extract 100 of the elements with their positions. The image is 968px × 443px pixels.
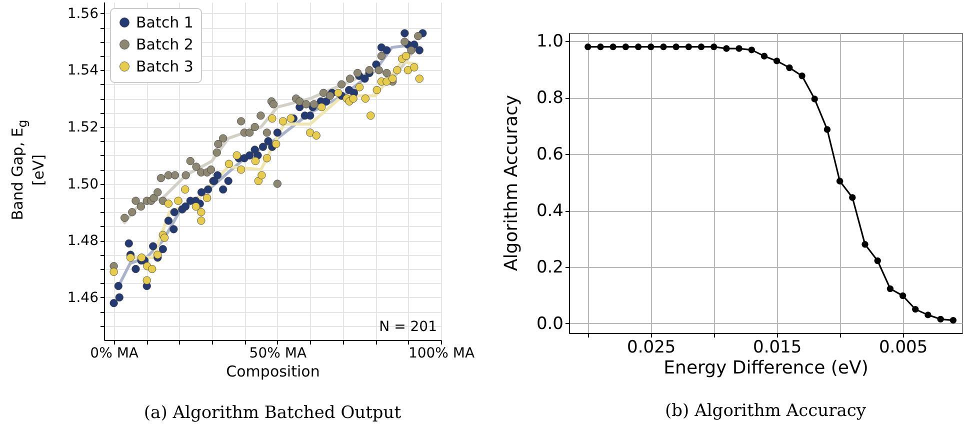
y-tick-label: 0.4: [536, 201, 564, 222]
point: [182, 171, 190, 180]
point: [156, 174, 166, 182]
point: [811, 96, 818, 102]
point: [337, 80, 346, 88]
point: [170, 208, 178, 216]
point: [698, 43, 705, 50]
point: [212, 148, 221, 157]
x-tick-label: 0.005: [878, 338, 928, 358]
x-axis-title: Composition: [226, 362, 320, 380]
point: [710, 43, 718, 50]
point: [206, 166, 216, 174]
point: [115, 293, 124, 302]
point: [773, 58, 780, 64]
y-tick-label: 0.8: [536, 88, 564, 108]
point: [213, 171, 222, 180]
point: [158, 245, 167, 254]
point: [110, 299, 118, 308]
point: [355, 83, 364, 92]
point: [312, 131, 320, 140]
point: [326, 92, 334, 100]
point: [219, 185, 228, 194]
point: [886, 285, 894, 292]
y-tick-label: 0.0: [536, 314, 564, 334]
point: [306, 112, 314, 120]
point: [258, 171, 266, 180]
x-axis-title: Energy Difference (eV): [664, 358, 868, 378]
point: [256, 112, 265, 120]
point: [254, 176, 263, 186]
point: [302, 100, 310, 108]
point: [334, 88, 342, 97]
point: [160, 234, 169, 242]
point: [148, 264, 156, 274]
point: [306, 128, 314, 137]
point: [192, 162, 200, 171]
x-tick-label: 50% MA: [249, 346, 307, 362]
point: [138, 254, 146, 262]
point: [349, 94, 358, 103]
point: [149, 242, 158, 250]
point: [660, 43, 667, 50]
point: [114, 282, 122, 290]
x-tick-label: 0% MA: [90, 346, 139, 362]
point: [760, 52, 768, 60]
point: [181, 202, 190, 211]
point: [192, 202, 200, 211]
point: [685, 43, 692, 50]
point: [382, 46, 391, 54]
point: [400, 38, 409, 46]
point: [150, 194, 158, 202]
point: [132, 264, 140, 274]
point: [164, 216, 173, 225]
point: [251, 156, 260, 166]
point: [824, 126, 831, 133]
point: [736, 45, 742, 52]
point: [950, 316, 957, 324]
point: [393, 66, 402, 74]
point: [319, 88, 328, 97]
point: [584, 43, 592, 50]
point: [224, 160, 234, 168]
point: [353, 68, 362, 78]
y-tick-label: 1.50: [67, 176, 98, 192]
point: [204, 185, 212, 194]
point: [937, 316, 944, 323]
point: [361, 94, 370, 103]
point: [310, 100, 318, 108]
point: [219, 134, 228, 142]
annotation: N = 201: [379, 319, 437, 335]
point: [388, 74, 397, 83]
point: [622, 43, 630, 50]
y-tick-label: 1.52: [67, 119, 98, 136]
point: [262, 154, 272, 162]
point: [268, 114, 276, 123]
point: [197, 216, 206, 225]
point: [723, 45, 730, 52]
point: [849, 194, 856, 201]
point: [126, 254, 135, 262]
point: [296, 97, 304, 106]
point: [232, 151, 241, 160]
point: [415, 74, 424, 83]
point: [862, 241, 868, 248]
point: [899, 292, 906, 300]
point: [346, 74, 354, 83]
point: [372, 86, 381, 94]
point: [360, 74, 369, 83]
point: [214, 140, 222, 148]
y-tick-label: 1.46: [67, 290, 99, 306]
point: [269, 100, 278, 108]
point: [407, 46, 416, 54]
point: [377, 52, 386, 60]
point: [648, 43, 654, 50]
point: [836, 178, 844, 185]
point: [136, 202, 146, 211]
point: [197, 188, 206, 196]
point: [404, 66, 412, 74]
y-tick-label: 1.54: [67, 62, 99, 79]
point: [174, 196, 182, 205]
point: [142, 276, 151, 284]
point: [264, 137, 272, 146]
legend-label: Batch 3: [136, 58, 194, 76]
point: [120, 214, 129, 222]
